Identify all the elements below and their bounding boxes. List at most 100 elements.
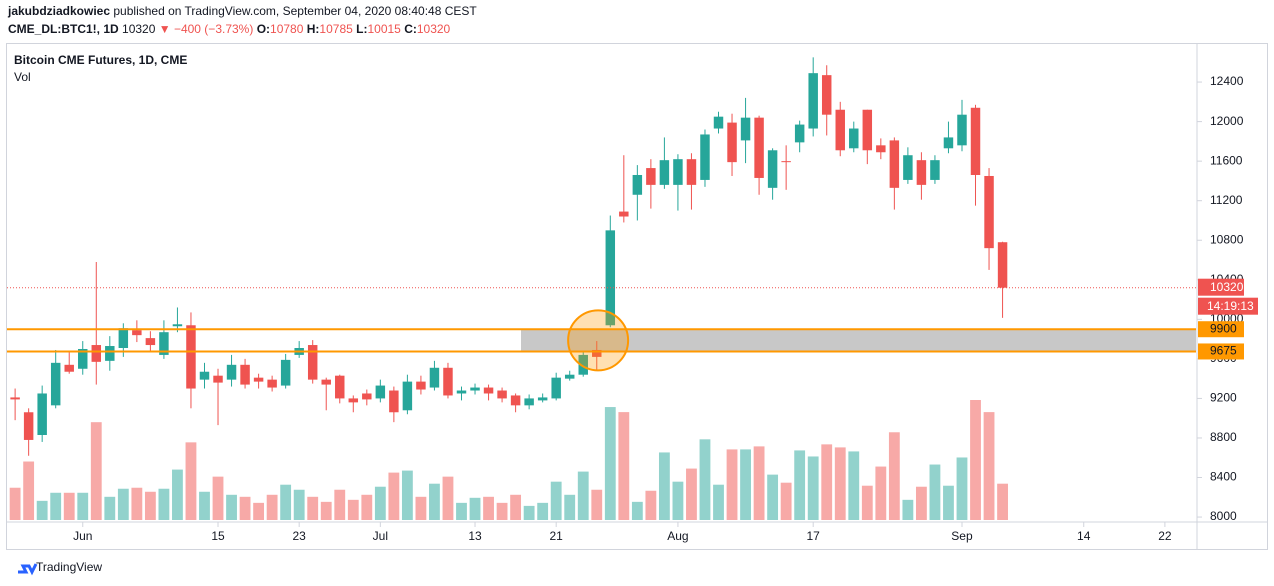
- volume-bar: [780, 482, 792, 520]
- x-tick-label: Sep: [951, 529, 973, 543]
- volume-bar: [956, 457, 968, 520]
- candle-body: [727, 122, 737, 163]
- volume-bar: [658, 452, 670, 520]
- candle-body: [889, 140, 900, 188]
- volume-bar: [591, 489, 603, 520]
- x-tick-label: 17: [807, 529, 821, 543]
- candle-body: [172, 324, 183, 327]
- candle-body: [646, 168, 656, 185]
- volume-bar: [334, 489, 346, 520]
- candle-body: [876, 145, 886, 153]
- candle-body: [551, 377, 561, 399]
- candle-body: [510, 395, 521, 406]
- candle-body: [389, 390, 399, 413]
- candle-body: [997, 242, 1008, 288]
- candle-body: [970, 107, 981, 175]
- x-tick-label: Aug: [667, 529, 688, 543]
- candle-body: [159, 332, 169, 355]
- candle-body: [402, 381, 413, 411]
- volume-bar: [172, 469, 183, 520]
- candle-body: [984, 175, 994, 249]
- symbol: CME_DL:BTC1!, 1D: [8, 22, 119, 36]
- candle-body: [578, 354, 588, 375]
- candle-body: [443, 367, 453, 396]
- candle-body: [321, 379, 331, 385]
- volume-bar: [577, 471, 589, 520]
- candle-body: [226, 364, 237, 380]
- volume-bar: [144, 491, 156, 520]
- volume-bar: [36, 500, 48, 520]
- volume-bar: [983, 412, 995, 520]
- volume-bar: [618, 412, 630, 520]
- volume-bar: [320, 501, 332, 520]
- last-price-label: 10320: [1210, 280, 1244, 294]
- candle-body: [537, 397, 548, 401]
- candle-body: [78, 348, 88, 369]
- frame: [6, 43, 1268, 550]
- y-tick-label: 8000: [1210, 509, 1237, 523]
- candle-body: [673, 159, 683, 185]
- candle-body: [118, 328, 129, 349]
- candle-body: [916, 160, 927, 185]
- y-tick-label: 12400: [1210, 74, 1244, 88]
- candle-body: [186, 325, 196, 389]
- candle-body: [686, 159, 697, 185]
- volume-bar: [537, 502, 549, 520]
- volume-bar: [361, 494, 373, 520]
- x-tick-label: 13: [468, 529, 482, 543]
- volume-bar: [307, 496, 319, 520]
- ohlc-value: 10785: [319, 22, 353, 36]
- y-tick-label: 8800: [1210, 430, 1237, 444]
- candle-body: [740, 117, 751, 141]
- volume-bar: [997, 483, 1008, 520]
- author: jakubdziadkowiec: [7, 4, 110, 18]
- price: 10320: [122, 22, 156, 36]
- candle-body: [605, 230, 616, 326]
- candle-body: [145, 338, 156, 346]
- candle-body: [105, 346, 115, 361]
- volume-bar: [280, 484, 292, 520]
- level-tag: [1198, 343, 1244, 360]
- candle-body: [754, 117, 764, 178]
- countdown-label: 14:19:13: [1207, 299, 1254, 313]
- volume-bar: [807, 456, 819, 520]
- volume-bar: [794, 450, 806, 520]
- candle-body: [659, 160, 670, 185]
- candle-body: [903, 155, 913, 180]
- candle-body: [253, 377, 264, 382]
- volume-bar: [212, 476, 224, 520]
- volume-bar: [510, 494, 522, 520]
- candle-body: [416, 381, 426, 390]
- volume-bar: [888, 432, 900, 520]
- volume-bar: [564, 494, 576, 520]
- x-tick-label: 22: [1158, 529, 1172, 543]
- candle-body: [781, 161, 791, 163]
- level-label: 9900: [1210, 321, 1237, 335]
- header-line1: jakubdziadkowiec published on TradingVie…: [7, 4, 477, 18]
- candle-body: [456, 390, 467, 394]
- candle-body: [835, 109, 845, 151]
- candle-body: [10, 397, 20, 400]
- volume-bar: [50, 492, 62, 520]
- candle-body: [213, 375, 223, 383]
- volume-bar: [523, 505, 535, 520]
- candle-body: [564, 374, 575, 379]
- volume-label: Vol: [14, 70, 31, 84]
- candle-body: [375, 385, 386, 399]
- volume-bar: [104, 496, 116, 520]
- y-tick-label: 10800: [1210, 232, 1244, 246]
- volume-bar: [239, 496, 251, 520]
- volume-bar: [699, 439, 711, 520]
- candle-body: [429, 367, 440, 388]
- volume-bar: [131, 487, 143, 520]
- last-price-tag: [1198, 278, 1244, 296]
- volume-bar: [293, 489, 305, 520]
- volume-bar: [23, 461, 35, 520]
- volume-bar: [834, 447, 846, 520]
- candle-body: [700, 134, 710, 180]
- x-tick-label: 21: [550, 529, 564, 543]
- x-tick-label: 14: [1077, 529, 1091, 543]
- volume-bar: [875, 466, 887, 520]
- volume-bar: [483, 496, 494, 520]
- logo: [18, 563, 38, 576]
